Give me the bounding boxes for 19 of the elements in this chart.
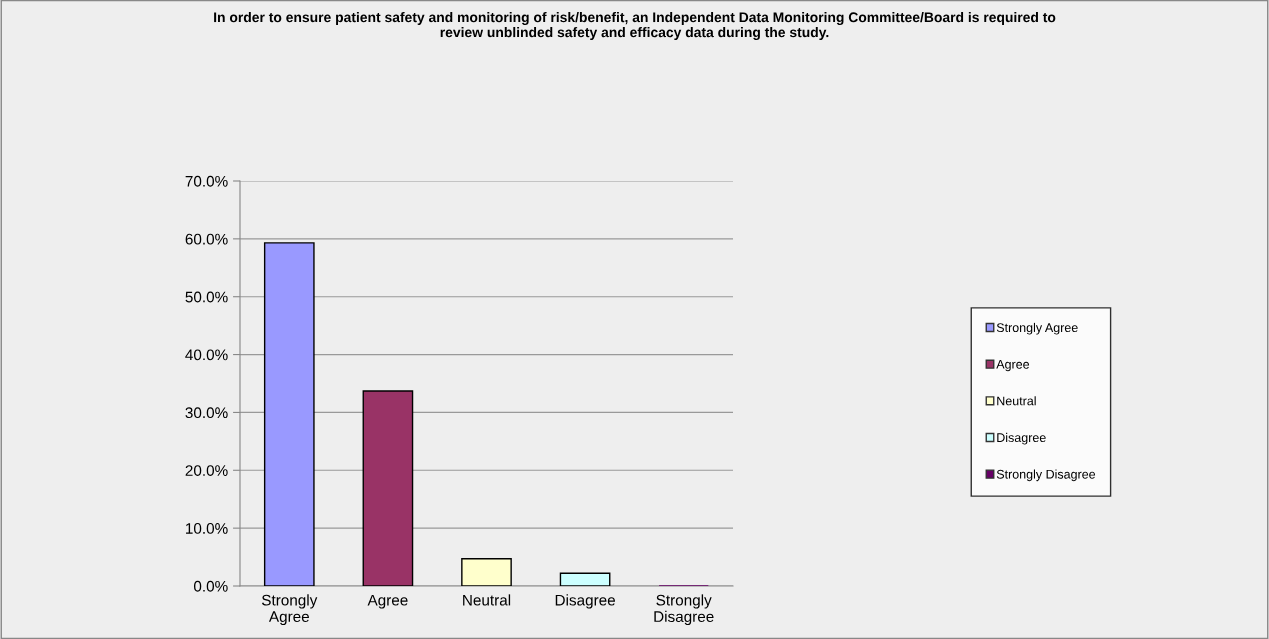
y-tick-label: 0.0%: [193, 580, 228, 592]
legend-label: Agree: [996, 359, 1030, 372]
chart-title: In order to ensure patient safety and monitoring of risk/benefit, an Independent Data Monitoring Committee/Board is required to review unblinded safety and efficacy data during the study.: [214, 12, 1056, 41]
y-tick-label: 60.0%: [185, 233, 228, 245]
legend-label: Neutral: [997, 396, 1036, 406]
x-tick-label: Disagree: [555, 594, 615, 609]
y-tick-label: 20.0%: [185, 465, 228, 476]
legend-label: Strongly Disagree: [996, 469, 1096, 482]
y-tick-label: 10.0%: [186, 523, 228, 534]
x-tick-label: Agree: [367, 594, 408, 609]
x-tick-label: Strongly Agree: [261, 594, 318, 626]
legend-label: Disagree: [997, 432, 1046, 445]
x-tick-label: Neutral: [463, 594, 511, 606]
legend-label: Strongly Agree: [996, 322, 1078, 335]
y-tick-label: 40.0%: [185, 349, 228, 361]
x-tick-label: Strongly Disagree: [654, 594, 714, 626]
y-tick-label: 50.0%: [185, 291, 228, 303]
y-tick-label: 70.0%: [185, 175, 228, 187]
y-tick-label: 30.0%: [185, 407, 228, 419]
